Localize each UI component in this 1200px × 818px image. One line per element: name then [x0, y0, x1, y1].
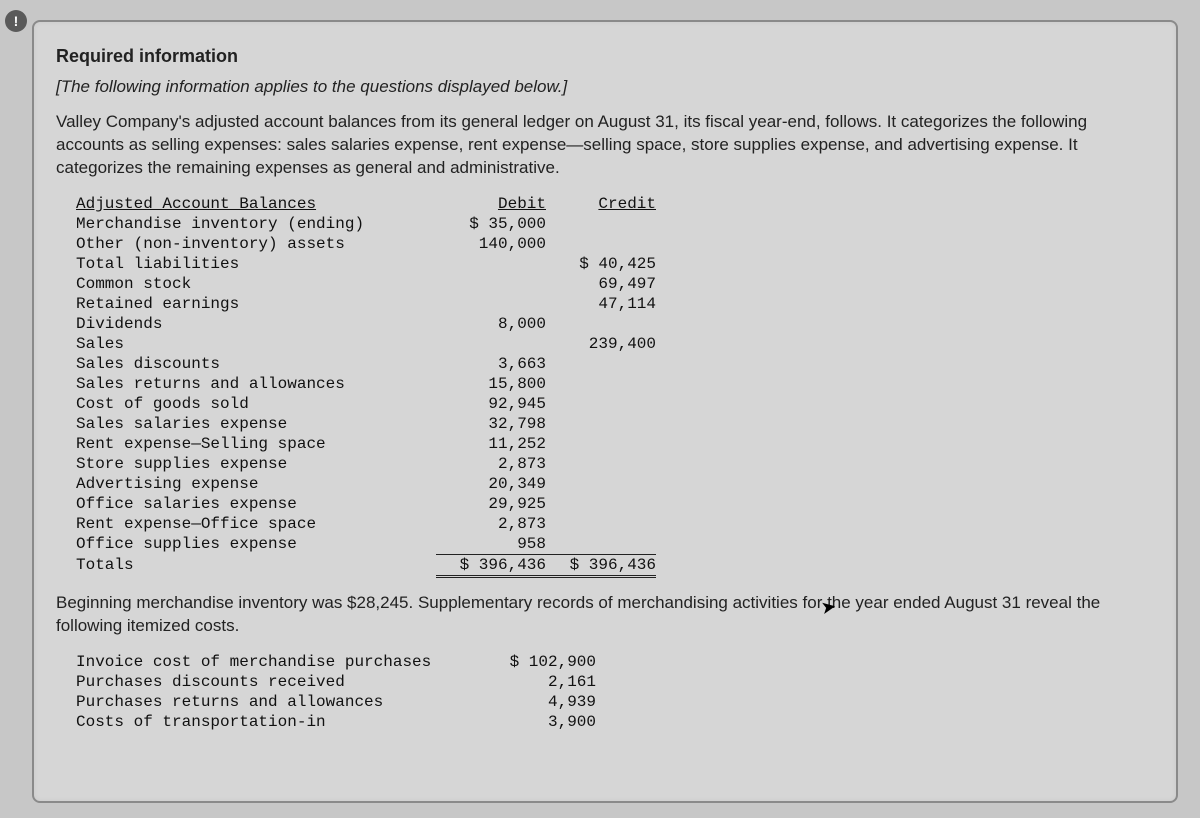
ledger-header-row: Adjusted Account Balances Debit Credit	[76, 194, 656, 214]
ledger-cell-credit	[546, 314, 656, 334]
ledger-cell-debit	[436, 254, 546, 274]
ledger-totals-label: Totals	[76, 554, 436, 576]
ledger-row: Rent expense—Office space2,873	[76, 514, 656, 534]
ledger-row: Store supplies expense2,873	[76, 454, 656, 474]
ledger-cell-label: Rent expense—Selling space	[76, 434, 436, 454]
ledger-cell-debit: 3,663	[436, 354, 546, 374]
ledger-header-debit: Debit	[436, 194, 546, 214]
ledger-cell-debit: 8,000	[436, 314, 546, 334]
ledger-cell-credit	[546, 234, 656, 254]
ledger-cell-debit: 15,800	[436, 374, 546, 394]
ledger-cell-credit	[546, 354, 656, 374]
ledger-cell-debit	[436, 334, 546, 354]
ledger-header-accounts: Adjusted Account Balances	[76, 194, 436, 214]
ledger-row: Total liabilities $ 40,425	[76, 254, 656, 274]
ledger-row: Sales discounts3,663	[76, 354, 656, 374]
intro-paragraph: Valley Company's adjusted account balanc…	[56, 111, 1154, 180]
section-heading: Required information	[56, 46, 1154, 67]
ledger-totals-credit: $ 396,436	[546, 554, 656, 576]
ledger-row: Dividends8,000	[76, 314, 656, 334]
itemized-cell-value: $ 102,900	[476, 652, 596, 672]
ledger-row: Advertising expense20,349	[76, 474, 656, 494]
itemized-table: Invoice cost of merchandise purchases$ 1…	[76, 652, 596, 732]
itemized-cell-label: Invoice cost of merchandise purchases	[76, 652, 476, 672]
ledger-cell-credit	[546, 474, 656, 494]
ledger-cell-credit: 239,400	[546, 334, 656, 354]
ledger-cell-label: Office salaries expense	[76, 494, 436, 514]
itemized-row: Invoice cost of merchandise purchases$ 1…	[76, 652, 596, 672]
ledger-cell-debit: 2,873	[436, 514, 546, 534]
ledger-cell-label: Common stock	[76, 274, 436, 294]
ledger-cell-label: Dividends	[76, 314, 436, 334]
ledger-header-credit: Credit	[546, 194, 656, 214]
ledger-row: Sales returns and allowances15,800	[76, 374, 656, 394]
ledger-cell-label: Merchandise inventory (ending)	[76, 214, 436, 234]
ledger-row: Other (non-inventory) assets140,000	[76, 234, 656, 254]
ledger-cell-debit: 29,925	[436, 494, 546, 514]
ledger-cell-debit: 92,945	[436, 394, 546, 414]
ledger-row: Common stock 69,497	[76, 274, 656, 294]
ledger-cell-label: Store supplies expense	[76, 454, 436, 474]
ledger-cell-label: Office supplies expense	[76, 534, 436, 555]
alert-icon: !	[5, 10, 27, 32]
italic-note: [The following information applies to th…	[56, 77, 1154, 97]
ledger-cell-credit: $ 40,425	[546, 254, 656, 274]
itemized-row: Purchases discounts received2,161	[76, 672, 596, 692]
itemized-cell-value: 3,900	[476, 712, 596, 732]
itemized-cell-label: Purchases returns and allowances	[76, 692, 476, 712]
ledger-cell-debit: 2,873	[436, 454, 546, 474]
cursor-icon: ➤	[819, 596, 838, 619]
ledger-totals-debit: $ 396,436	[436, 554, 546, 576]
ledger-cell-label: Sales discounts	[76, 354, 436, 374]
ledger-cell-credit	[546, 374, 656, 394]
ledger-row: Retained earnings 47,114	[76, 294, 656, 314]
ledger-row: Office supplies expense958	[76, 534, 656, 555]
ledger-row: Cost of goods sold92,945	[76, 394, 656, 414]
ledger-cell-debit: 958	[436, 534, 546, 555]
ledger-cell-label: Advertising expense	[76, 474, 436, 494]
ledger-cell-credit	[546, 534, 656, 555]
ledger-cell-debit: 32,798	[436, 414, 546, 434]
ledger-cell-debit: 140,000	[436, 234, 546, 254]
ledger-cell-debit: $ 35,000	[436, 214, 546, 234]
ledger-cell-credit	[546, 414, 656, 434]
ledger-row: Merchandise inventory (ending)$ 35,000	[76, 214, 656, 234]
ledger-cell-credit	[546, 514, 656, 534]
ledger-cell-debit: 11,252	[436, 434, 546, 454]
ledger-cell-label: Sales returns and allowances	[76, 374, 436, 394]
mid-paragraph: Beginning merchandise inventory was $28,…	[56, 592, 1154, 638]
ledger-cell-credit	[546, 214, 656, 234]
ledger-table: Adjusted Account Balances Debit Credit M…	[76, 194, 656, 578]
ledger-cell-debit	[436, 294, 546, 314]
itemized-row: Costs of transportation-in3,900	[76, 712, 596, 732]
itemized-cell-label: Purchases discounts received	[76, 672, 476, 692]
ledger-cell-credit	[546, 394, 656, 414]
itemized-cell-label: Costs of transportation-in	[76, 712, 476, 732]
ledger-cell-credit	[546, 494, 656, 514]
ledger-cell-credit	[546, 434, 656, 454]
alert-glyph: !	[14, 13, 19, 29]
ledger-cell-label: Other (non-inventory) assets	[76, 234, 436, 254]
ledger-row: Sales salaries expense32,798	[76, 414, 656, 434]
ledger-cell-label: Cost of goods sold	[76, 394, 436, 414]
ledger-cell-debit: 20,349	[436, 474, 546, 494]
ledger-cell-credit: 47,114	[546, 294, 656, 314]
ledger-cell-debit	[436, 274, 546, 294]
ledger-cell-label: Sales	[76, 334, 436, 354]
ledger-cell-credit	[546, 454, 656, 474]
content-panel: Required information [The following info…	[32, 20, 1178, 803]
itemized-row: Purchases returns and allowances4,939	[76, 692, 596, 712]
ledger-cell-label: Rent expense—Office space	[76, 514, 436, 534]
ledger-cell-label: Total liabilities	[76, 254, 436, 274]
ledger-row: Sales 239,400	[76, 334, 656, 354]
itemized-cell-value: 4,939	[476, 692, 596, 712]
ledger-row: Office salaries expense29,925	[76, 494, 656, 514]
itemized-cell-value: 2,161	[476, 672, 596, 692]
ledger-cell-credit: 69,497	[546, 274, 656, 294]
ledger-cell-label: Retained earnings	[76, 294, 436, 314]
ledger-row: Rent expense—Selling space11,252	[76, 434, 656, 454]
ledger-totals-row: Totals $ 396,436 $ 396,436	[76, 554, 656, 576]
ledger-cell-label: Sales salaries expense	[76, 414, 436, 434]
